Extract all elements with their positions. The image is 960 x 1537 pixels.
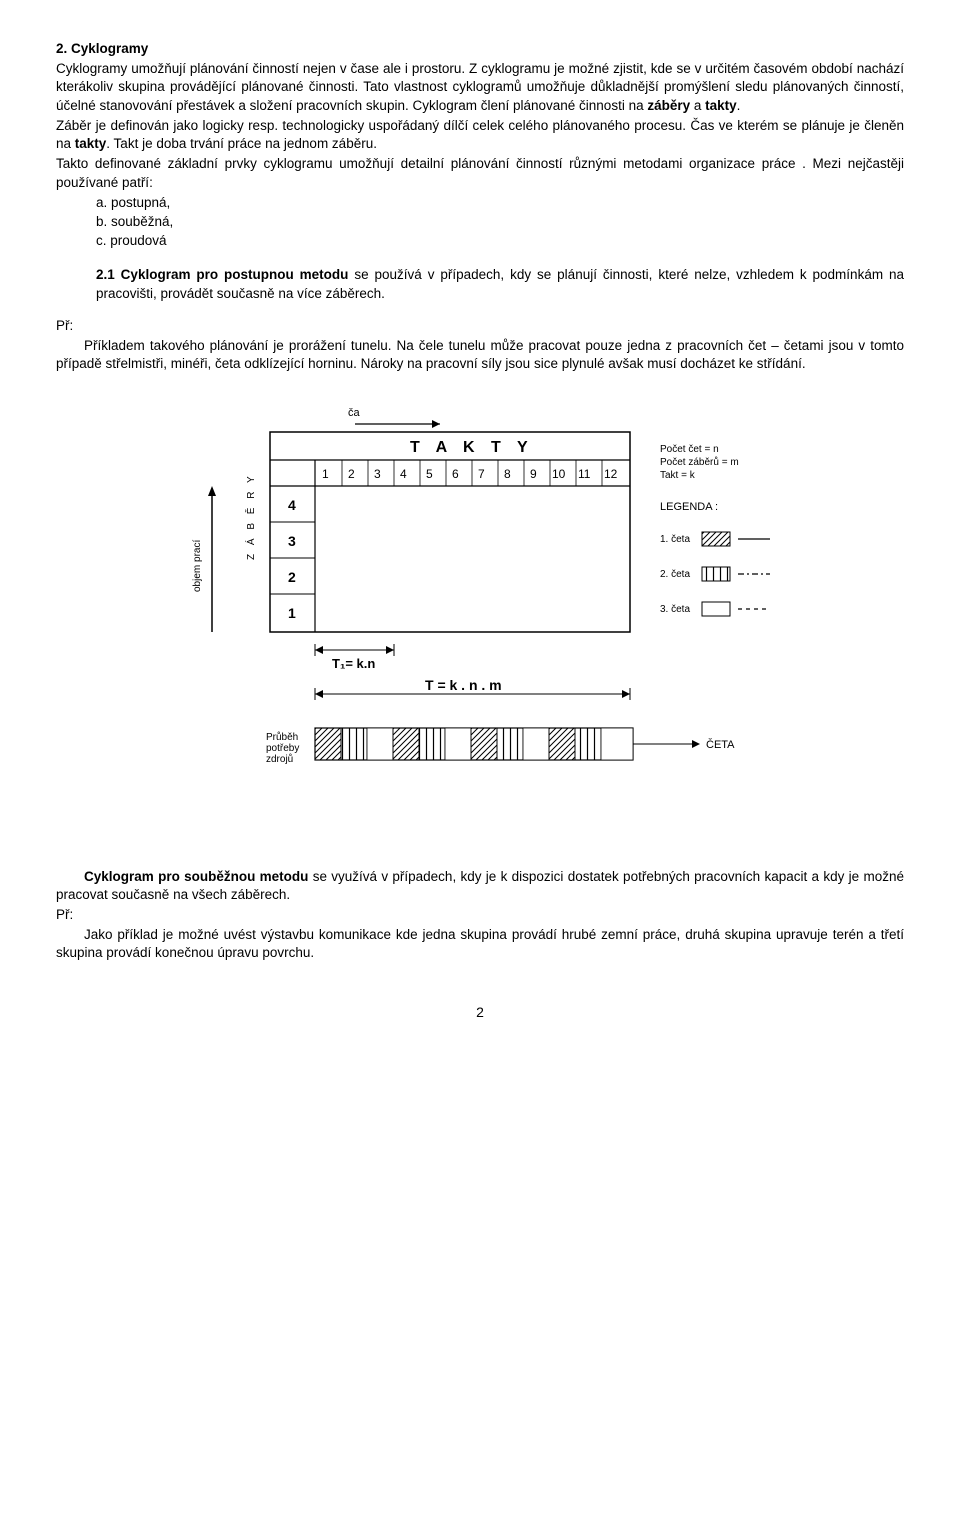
list-item-c: c. proudová: [96, 232, 904, 250]
p1c: a: [690, 98, 705, 113]
tick-9: 9: [530, 467, 537, 481]
soubezna-para: Cyklogram pro souběžnou metodu se využív…: [56, 868, 904, 904]
dia-objem: objem prací: [192, 539, 203, 591]
para-methods: Takto definované základní prvky cyklogra…: [56, 155, 904, 191]
pr2-label: Př:: [56, 906, 904, 924]
tick-8: 8: [504, 467, 511, 481]
tick-7: 7: [478, 467, 485, 481]
list-item-b: b. souběžná,: [96, 213, 904, 231]
tick-4: 4: [400, 467, 407, 481]
dia-t1: T₁= k.n: [332, 656, 375, 671]
list-item-a: a. postupná,: [96, 194, 904, 212]
tick-2: 2: [348, 467, 355, 481]
dia-cas-label: ča: [348, 407, 361, 419]
row-1: 1: [288, 605, 296, 621]
pr-label: Př:: [56, 317, 904, 335]
pr2-text: Jako příklad je možné uvést výstavbu kom…: [56, 926, 904, 962]
leg-n: Počet čet = n: [660, 444, 719, 455]
tick-1: 1: [322, 467, 329, 481]
p1b: záběry: [647, 98, 690, 113]
leg-k: Takt = k: [660, 470, 696, 481]
tick-11: 11: [578, 467, 591, 481]
row-3: 3: [288, 533, 296, 549]
dia-takty-title: T A K T Y: [410, 439, 534, 456]
row-2: 2: [288, 569, 296, 585]
cyklogram-diagram: ča T A K T Y 1 2 3 4 5 6 7 8 9 10 11 12: [56, 402, 904, 822]
page-number: 2: [56, 1003, 904, 1022]
dia-ttotal: T = k . n . m: [425, 677, 502, 693]
para-intro: Cyklogramy umožňují plánování činností n…: [56, 60, 904, 115]
tick-3: 3: [374, 467, 381, 481]
leg-title: LEGENDA :: [660, 501, 718, 513]
leg-3: 3. četa: [660, 604, 690, 615]
tick-5: 5: [426, 467, 433, 481]
p2c: . Takt je doba trvání práce na jednom zá…: [106, 136, 377, 151]
heading-text: 2. Cyklogramy: [56, 41, 148, 56]
p1a: Cyklogramy umožňují plánování činností n…: [56, 61, 904, 112]
row-4: 4: [288, 497, 296, 513]
leg-1: 1. četa: [660, 534, 690, 545]
sec21-bold: 2.1 Cyklogram pro postupnou metodu: [96, 267, 348, 282]
soubezna-bold: Cyklogram pro souběžnou metodu: [84, 869, 308, 884]
dia-prubeh: Průběhpotřebyzdrojů: [266, 731, 299, 765]
p2b: takty: [75, 136, 107, 151]
tick-6: 6: [452, 467, 459, 481]
pr-text: Příkladem takového plánování je prorážen…: [56, 337, 904, 373]
tick-10: 10: [552, 467, 566, 481]
para-zaber: Záběr je definován jako logicky resp. te…: [56, 117, 904, 153]
dia-ceta: ČETA: [706, 738, 735, 751]
p1d: takty: [705, 98, 737, 113]
section-2-1: 2.1 Cyklogram pro postupnou metodu se po…: [96, 266, 904, 302]
heading: 2. Cyklogramy: [56, 40, 904, 58]
p1e: .: [737, 98, 741, 113]
dia-zabery-title: Z Á B Ě R Y: [244, 473, 257, 560]
leg-m: Počet záběrů = m: [660, 456, 739, 468]
leg-2: 2. četa: [660, 569, 690, 580]
tick-12: 12: [604, 467, 618, 481]
dia-ticks: 1 2 3 4 5 6 7 8 9 10 11 12: [322, 460, 618, 486]
method-list: a. postupná, b. souběžná, c. proudová: [96, 194, 904, 251]
